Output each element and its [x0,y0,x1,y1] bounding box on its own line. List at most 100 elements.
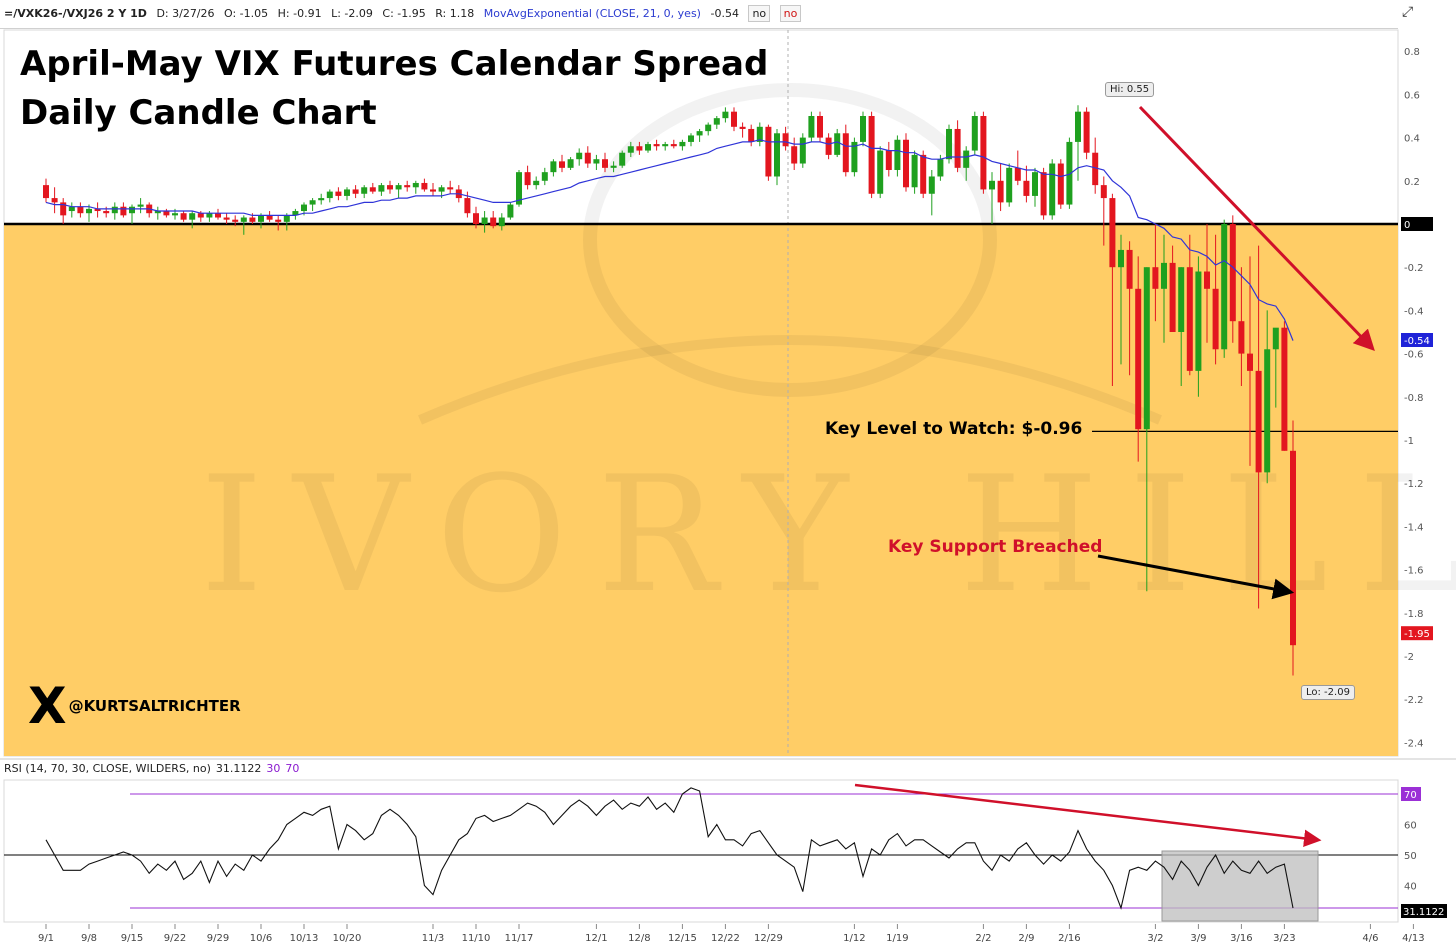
candle-body [662,144,669,147]
candle-body [86,208,92,214]
candle [954,120,961,173]
candle-body [378,185,385,192]
candle-body [206,213,213,218]
watermark-arc [418,335,1162,425]
candle-body [387,185,393,190]
candle [860,111,866,147]
candle [1023,165,1030,203]
candle [817,111,823,142]
flag-2-toggle[interactable]: no [779,5,802,22]
candle [404,180,411,192]
candle-body [928,176,935,194]
candle-body [679,141,686,147]
ema-price-tag: -0.54 [1401,333,1433,347]
candle-body [576,152,583,160]
candle [1178,267,1185,386]
candle [498,213,505,231]
x-tick-label: 12/1 [585,933,607,944]
chart-header-bar: =/VXK26-/VXJ26 2 Y 1D D: 3/27/26 O: -1.0… [0,0,1398,29]
candle [1032,167,1038,207]
candle-body [860,116,866,142]
rsi-study-label[interactable]: RSI (14, 70, 30, CLOSE, WILDERS, no) [4,762,211,775]
price-tick-label: -0.2 [1404,263,1424,274]
candle-body [344,189,350,196]
x-tick-label: 12/22 [711,933,740,944]
candle [842,124,849,177]
candle [507,202,514,220]
candle [352,185,359,199]
candle [782,126,789,151]
x-tick-label: 3/2 [1147,933,1163,944]
symbol-label[interactable]: =/VXK26-/VXJ26 2 Y 1D [4,7,147,20]
candle [120,202,127,218]
date-readout: D: 3/27/26 [156,7,215,20]
candle [223,213,230,224]
candle [731,107,737,132]
candle-body [1057,163,1064,205]
zero-price-tag-text: 0 [1404,220,1410,231]
candle-body [825,137,832,155]
candle [541,167,548,186]
candle [997,163,1004,212]
candle [275,215,282,231]
candle-body [361,187,368,194]
candle [825,133,832,160]
candle-body [51,198,58,203]
candle-body [670,144,677,147]
candle [989,172,995,224]
x-tick-label: 2/9 [1018,933,1034,944]
rsi-oversold-level: 30 [266,762,281,775]
candle-body [705,124,712,132]
candle [713,116,720,129]
candle-body [1100,185,1107,199]
candle-body [817,116,823,138]
candle [154,206,161,220]
candle-body [258,215,264,222]
rsi-range-box [1161,850,1319,922]
candle-body [223,217,230,220]
candle-body [215,213,221,218]
price-tick-label: -2.2 [1404,695,1424,706]
candle [619,150,626,168]
candle [68,202,75,218]
candle [903,133,909,192]
candle [653,139,660,151]
x-tick-label: 3/23 [1273,933,1295,944]
candle [1281,321,1288,451]
candle-body [481,217,488,224]
candle [490,211,497,229]
candle [645,141,651,153]
breach-arrow [1097,554,1295,600]
candle-body [1135,288,1142,430]
study-label[interactable]: MovAvgExponential (CLOSE, 21, 0, yes) [483,7,701,20]
x-tick-label: 3/9 [1190,933,1206,944]
chart-title: April-May VIX Futures Calendar Spread Da… [20,40,768,138]
price-tick-label: -0.4 [1404,306,1424,317]
x-tick-label: 9/29 [207,933,229,944]
candle-body [103,211,110,214]
candle-body [412,182,419,188]
bearish-zone-shading [4,224,1398,756]
candle-body [438,187,445,192]
candle [326,189,333,203]
candle-body [524,172,531,186]
candle [1247,256,1253,466]
candle-body [94,208,101,212]
candle-body [1238,321,1245,354]
candle-body [799,137,806,164]
candle-body [903,139,909,188]
candle-body [111,206,118,214]
candle [421,178,428,192]
candle [748,124,755,147]
candle [1212,234,1219,365]
candle [851,137,858,177]
candle [240,215,247,235]
candle [412,180,419,194]
expand-icon[interactable]: ⤢ [1402,4,1414,20]
candle [1109,193,1116,386]
flag-1-toggle[interactable]: no [748,5,771,22]
price-tick-label: -1 [1404,436,1414,447]
key-level-annotation: Key Level to Watch: $-0.96 [825,419,1083,439]
price-tick-label: 0.6 [1404,90,1420,101]
